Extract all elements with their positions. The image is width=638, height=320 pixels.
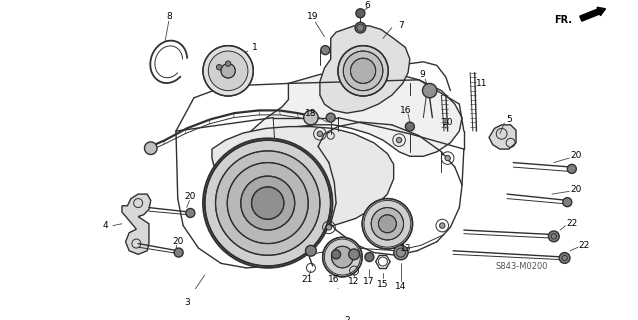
Text: 20: 20 <box>172 237 184 246</box>
Circle shape <box>355 22 366 33</box>
Circle shape <box>332 246 353 268</box>
Circle shape <box>174 248 183 257</box>
Text: 2: 2 <box>344 316 350 320</box>
Polygon shape <box>122 194 151 254</box>
Text: 1: 1 <box>252 43 258 52</box>
Text: 11: 11 <box>476 79 487 88</box>
Circle shape <box>378 215 396 233</box>
Text: 15: 15 <box>377 280 389 289</box>
Circle shape <box>549 231 560 242</box>
Circle shape <box>356 9 365 18</box>
Circle shape <box>203 138 332 268</box>
Text: 13: 13 <box>399 244 411 252</box>
Text: 9: 9 <box>420 70 426 79</box>
Text: 10: 10 <box>442 118 454 127</box>
Circle shape <box>396 137 402 143</box>
Text: S843-M0200: S843-M0200 <box>495 261 548 270</box>
Circle shape <box>445 156 450 161</box>
Text: 7: 7 <box>398 21 404 30</box>
Circle shape <box>563 198 572 207</box>
Circle shape <box>332 250 341 259</box>
Text: 18: 18 <box>305 108 316 118</box>
Text: 8: 8 <box>166 12 172 21</box>
Circle shape <box>216 151 320 255</box>
Circle shape <box>326 113 335 122</box>
Text: 17: 17 <box>363 277 375 286</box>
Circle shape <box>203 46 253 96</box>
Circle shape <box>326 225 332 230</box>
Circle shape <box>304 110 318 125</box>
Text: 20: 20 <box>570 185 582 194</box>
Circle shape <box>567 164 576 173</box>
Circle shape <box>241 176 295 230</box>
Text: 19: 19 <box>307 12 318 21</box>
Circle shape <box>405 122 414 131</box>
Circle shape <box>323 237 362 277</box>
Circle shape <box>560 252 570 263</box>
Circle shape <box>338 46 389 96</box>
Circle shape <box>221 64 235 78</box>
Text: 5: 5 <box>506 115 512 124</box>
Polygon shape <box>214 185 322 257</box>
Circle shape <box>350 58 376 84</box>
Polygon shape <box>489 125 516 149</box>
Circle shape <box>306 245 316 256</box>
Circle shape <box>209 51 248 91</box>
Text: FR.: FR. <box>554 15 572 26</box>
Text: 16: 16 <box>399 106 411 115</box>
Text: 12: 12 <box>348 277 360 286</box>
Text: 22: 22 <box>578 241 589 250</box>
Circle shape <box>205 140 330 266</box>
Text: 20: 20 <box>570 151 582 160</box>
Circle shape <box>225 61 231 66</box>
Circle shape <box>365 252 374 261</box>
Circle shape <box>251 187 284 219</box>
Polygon shape <box>212 127 394 230</box>
Circle shape <box>321 46 330 55</box>
Text: 4: 4 <box>103 221 108 230</box>
Polygon shape <box>320 26 410 113</box>
FancyArrow shape <box>580 7 605 21</box>
Text: 14: 14 <box>395 282 406 291</box>
Circle shape <box>343 51 383 91</box>
Circle shape <box>349 249 359 260</box>
Text: 3: 3 <box>184 298 189 307</box>
Polygon shape <box>221 71 462 252</box>
Text: 21: 21 <box>302 275 313 284</box>
Text: 22: 22 <box>566 219 577 228</box>
Circle shape <box>440 223 445 228</box>
Circle shape <box>422 84 437 98</box>
Circle shape <box>324 239 360 275</box>
Circle shape <box>227 163 308 244</box>
Circle shape <box>186 208 195 218</box>
Circle shape <box>364 200 411 247</box>
Text: 16: 16 <box>328 275 339 284</box>
Circle shape <box>317 131 323 137</box>
Circle shape <box>144 142 157 155</box>
Circle shape <box>394 245 408 260</box>
Circle shape <box>371 208 404 240</box>
Text: 6: 6 <box>365 1 371 10</box>
Circle shape <box>362 199 413 249</box>
Circle shape <box>216 65 222 70</box>
Text: 20: 20 <box>184 192 196 201</box>
